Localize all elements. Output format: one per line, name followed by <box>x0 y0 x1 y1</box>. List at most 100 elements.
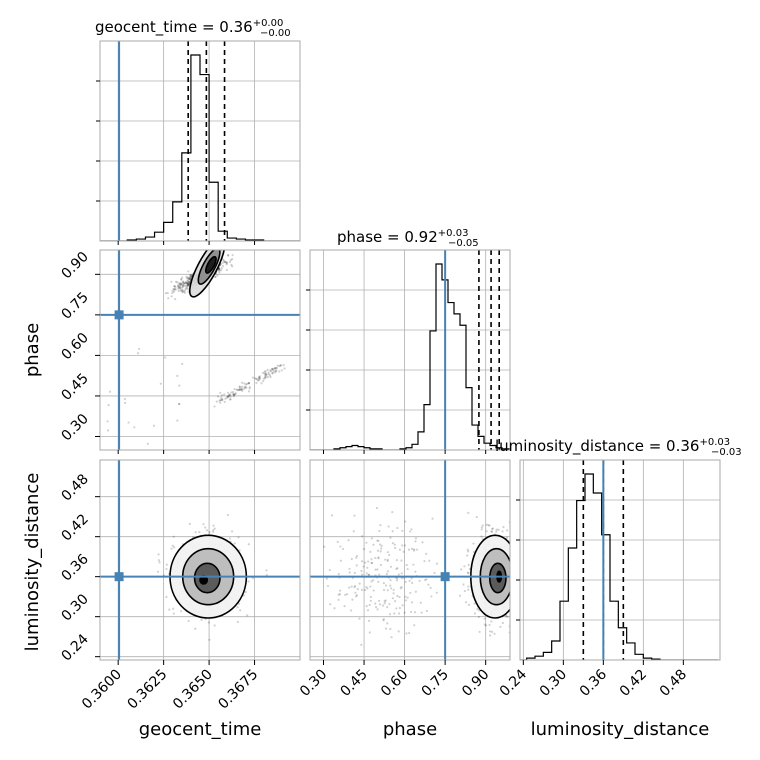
sample-point-1052 <box>333 607 336 610</box>
sample-point-703 <box>513 550 515 552</box>
sample-point-1041 <box>365 572 368 575</box>
sample-point-432 <box>226 391 230 394</box>
sample-point-318 <box>182 280 185 283</box>
sample-point-1082 <box>401 544 404 547</box>
sample-point-460 <box>232 392 235 396</box>
x-tick-label-geocent-time-2: 0.3650 <box>170 667 216 713</box>
sample-point-484 <box>271 369 274 372</box>
sample-point-417 <box>222 259 225 262</box>
sample-point-261 <box>188 277 191 280</box>
sample-point-514 <box>165 567 168 571</box>
sample-point-99 <box>171 289 174 293</box>
sample-point-457 <box>236 389 239 392</box>
sample-point-461 <box>241 381 244 384</box>
sample-point-1102 <box>360 643 363 646</box>
sample-point-187 <box>183 284 187 288</box>
sample-point-853 <box>517 586 519 588</box>
geocent-time-title-sub-wrap: −0.00 <box>260 28 291 39</box>
sample-point-978 <box>343 605 346 608</box>
sample-point-440 <box>220 398 223 402</box>
sample-point-556 <box>497 528 500 531</box>
sample-point-255 <box>511 572 513 574</box>
sample-point-474 <box>233 393 236 397</box>
sample-point-242 <box>186 283 189 286</box>
sample-point-471 <box>240 388 243 391</box>
sample-point-1033 <box>423 559 426 563</box>
sample-point-296 <box>528 552 530 554</box>
sample-point-517 <box>158 561 161 564</box>
sample-point-447 <box>264 372 267 375</box>
sample-point-191 <box>220 267 223 270</box>
sample-point-480 <box>238 388 241 391</box>
sample-point-932 <box>384 627 388 630</box>
sample-point-288 <box>189 275 192 278</box>
sample-point-212 <box>467 588 470 591</box>
sample-point-52 <box>181 291 184 294</box>
sample-point-969 <box>414 570 417 573</box>
sample-point-90 <box>177 289 180 293</box>
sample-point-963 <box>387 525 390 528</box>
sample-point-256 <box>221 258 225 261</box>
sample-point-501 <box>264 375 267 378</box>
sample-point-1038 <box>328 568 331 572</box>
sample-point-445 <box>258 377 261 380</box>
sample-point-1049 <box>409 591 412 595</box>
sample-point-208 <box>218 268 221 271</box>
sample-point-665 <box>511 569 513 571</box>
sample-point-12 <box>222 261 225 264</box>
sample-point-1064 <box>425 552 428 555</box>
sample-point-459 <box>244 590 247 594</box>
sample-point-472 <box>262 379 265 383</box>
y-tick-label-phase-3: 0.75 <box>58 289 91 322</box>
sample-point-481 <box>243 386 246 389</box>
sample-point-937 <box>336 540 339 543</box>
sample-point-527 <box>229 398 232 401</box>
sample-point-330 <box>231 254 234 257</box>
sample-point-979 <box>414 540 417 543</box>
sample-point-555 <box>107 429 110 432</box>
sample-point-390 <box>514 582 516 584</box>
sample-point-1048 <box>362 548 365 551</box>
sample-point-964 <box>363 561 367 564</box>
sample-point-486 <box>258 376 261 379</box>
sample-point-304 <box>194 627 197 630</box>
sample-point-473 <box>280 369 283 372</box>
sample-point-215 <box>179 282 182 285</box>
sample-point-965 <box>352 530 355 533</box>
sample-point-953 <box>409 610 413 613</box>
luminosity-distance-title: luminosity_distance = 0.36+0.03 <box>495 437 730 456</box>
y-tick-label-phase-4: 0.90 <box>58 249 91 282</box>
sample-point-538 <box>213 405 216 408</box>
sample-point-358 <box>183 291 186 294</box>
sample-point-491 <box>256 378 259 381</box>
sample-point-511 <box>256 379 260 382</box>
sample-point-485 <box>263 372 266 375</box>
sample-point-996 <box>337 598 340 601</box>
sample-point-379 <box>231 265 234 268</box>
sample-point-972 <box>350 585 353 588</box>
sample-point-148 <box>517 596 519 598</box>
sample-point-428 <box>220 396 223 399</box>
sample-point-83 <box>172 288 176 291</box>
sample-point-679 <box>170 547 173 550</box>
sample-point-446 <box>273 370 276 373</box>
sample-point-60 <box>185 282 189 285</box>
sample-point-1001 <box>366 566 369 569</box>
sample-point-471 <box>501 530 504 533</box>
sample-point-518 <box>239 388 242 391</box>
sample-point-1044 <box>377 539 380 543</box>
sample-point-260 <box>188 280 191 284</box>
sample-point-530 <box>490 530 493 533</box>
sample-point-1106 <box>339 589 342 592</box>
panel-luminosity-distance-vs-luminosity-distance-frame <box>519 459 721 661</box>
sample-point-21 <box>186 280 190 283</box>
sample-point-167 <box>493 632 496 635</box>
sample-point-535 <box>263 370 266 373</box>
sample-point-69 <box>487 524 490 527</box>
sample-point-466 <box>244 383 248 386</box>
sample-point-1069 <box>366 587 369 590</box>
sample-point-989 <box>391 511 394 514</box>
sample-point-516 <box>224 397 227 400</box>
sample-point-1035 <box>401 529 404 532</box>
